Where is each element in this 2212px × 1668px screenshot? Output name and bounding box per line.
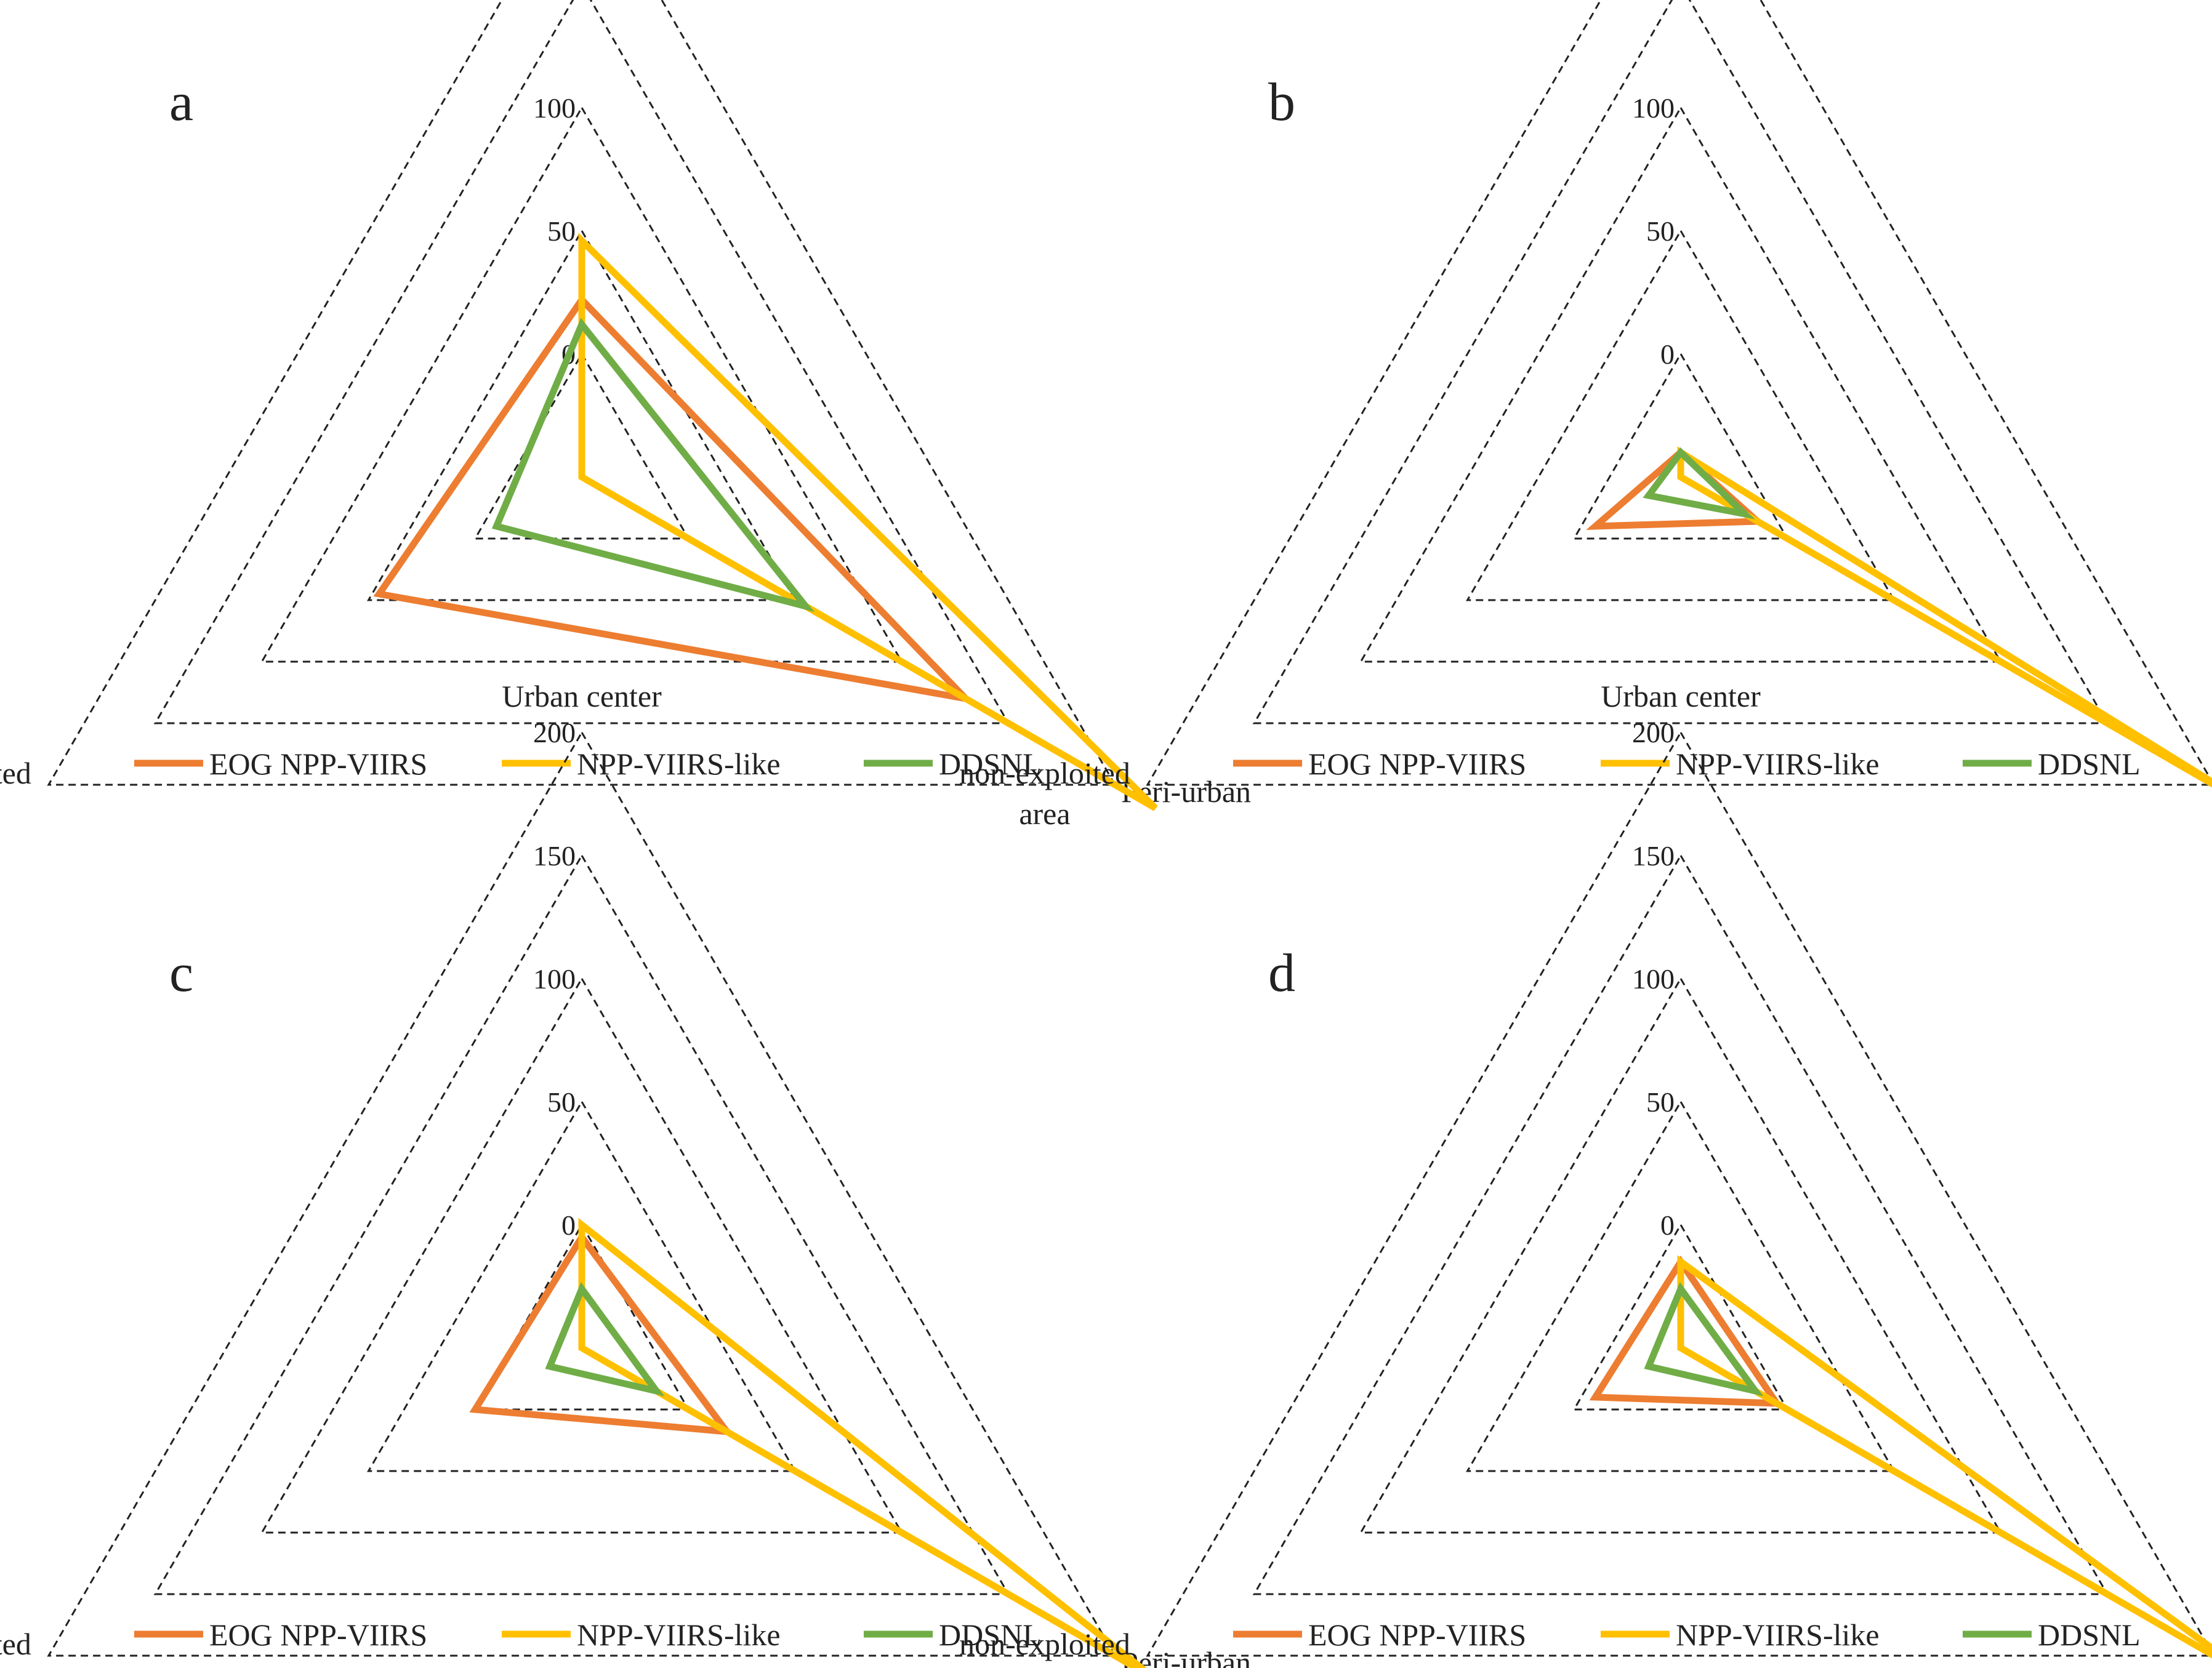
tick-label: 50: [1646, 1086, 1675, 1118]
grid-ring-50: [366, 228, 797, 601]
tick-label: 150: [533, 0, 576, 1]
legend-label: NPP-VIIRS-like: [577, 747, 781, 781]
grid-ring-200: [1146, 0, 2212, 786]
legend-label: EOG NPP-VIIRS: [209, 1618, 427, 1652]
grid-ring-100: [1359, 105, 2003, 663]
series-ddsnl: [545, 1281, 665, 1397]
tick-label: 100: [1632, 963, 1675, 995]
series-ddsnl: [1644, 1281, 1764, 1397]
tick-label: 50: [1646, 215, 1675, 247]
legend-label: DDSNL: [939, 1618, 1042, 1652]
legend-label: EOG NPP-VIIRS: [209, 747, 427, 781]
axis-label-non-exploited-area: area: [1019, 796, 1070, 831]
grid-ring-200: [1146, 730, 2212, 1657]
tick-label: 150: [1632, 840, 1675, 872]
series-npp-viirs-like: [578, 232, 1158, 811]
legend-label: NPP-VIIRS-like: [1676, 747, 1880, 781]
tick-label: 100: [533, 92, 576, 124]
panel-letter: c: [169, 944, 193, 1003]
radar-panel-b: b050100150200Urban centerPeri-urbannon-e…: [959, 0, 2212, 831]
legend-label: EOG NPP-VIIRS: [1308, 1618, 1526, 1652]
grid-ring-150: [1252, 0, 2109, 724]
grid-ring-150: [153, 853, 1010, 1595]
grid-ring-0: [1572, 351, 1789, 540]
tick-label: 50: [547, 215, 576, 247]
grid-ring-100: [1359, 976, 2003, 1534]
tick-label: 0: [561, 1209, 576, 1241]
legend-label: DDSNL: [2038, 1618, 2141, 1652]
grid-ring-50: [1465, 1099, 1896, 1472]
tick-label: 100: [533, 963, 576, 995]
tick-label: 0: [1660, 1209, 1675, 1241]
series-npp-viirs-like: [1677, 446, 2212, 788]
tick-label: 200: [1632, 717, 1675, 748]
tick-label: 150: [533, 840, 576, 872]
grid-ring-200: [47, 0, 1117, 786]
series-eog-npp-viirs: [469, 1231, 734, 1436]
grid-ring-150: [1252, 853, 2109, 1595]
axis-label-non-exploited-area: non-exploited: [0, 756, 31, 790]
series-npp-viirs-like: [578, 1217, 1147, 1668]
series-npp-viirs-like: [1677, 1255, 2212, 1659]
tick-label: 200: [533, 717, 576, 748]
axis-label-urban-center: Urban center: [502, 679, 662, 713]
legend-label: DDSNL: [939, 747, 1042, 781]
legend-label: EOG NPP-VIIRS: [1308, 747, 1526, 781]
grid-ring-50: [1465, 228, 1896, 601]
grid-ring-0: [1572, 1222, 1789, 1411]
panel-letter: a: [169, 73, 193, 132]
panel-letter: d: [1268, 944, 1295, 1003]
tick-label: 50: [547, 1086, 576, 1118]
legend-label: DDSNL: [2038, 747, 2141, 781]
axis-label-non-exploited-area: non-exploited: [959, 1627, 1130, 1661]
series-ddsnl: [491, 318, 815, 612]
series-eog-npp-viirs: [1589, 1255, 1784, 1407]
series-ddsnl: [1643, 447, 1756, 519]
legend-label: NPP-VIIRS-like: [577, 1618, 781, 1652]
tick-label: 0: [1660, 339, 1675, 370]
axis-label-non-exploited-area: non-exploited: [0, 1627, 31, 1661]
panel-letter: b: [1268, 73, 1295, 132]
legend-label: NPP-VIIRS-like: [1676, 1618, 1880, 1652]
axis-label-urban-center: Urban center: [1601, 679, 1761, 713]
axis-label-non-exploited-area: non-exploited: [959, 756, 1130, 790]
grid-ring-200: [47, 730, 1117, 1657]
tick-label: 150: [1632, 0, 1675, 1]
tick-label: 100: [1632, 92, 1675, 124]
series-eog-npp-viirs: [373, 294, 976, 704]
grid-ring-150: [153, 0, 1010, 724]
grid-ring-50: [366, 1099, 797, 1472]
radar-panel-a: a050100150200Urban centerPeri-urbannon-e…: [0, 0, 1251, 811]
